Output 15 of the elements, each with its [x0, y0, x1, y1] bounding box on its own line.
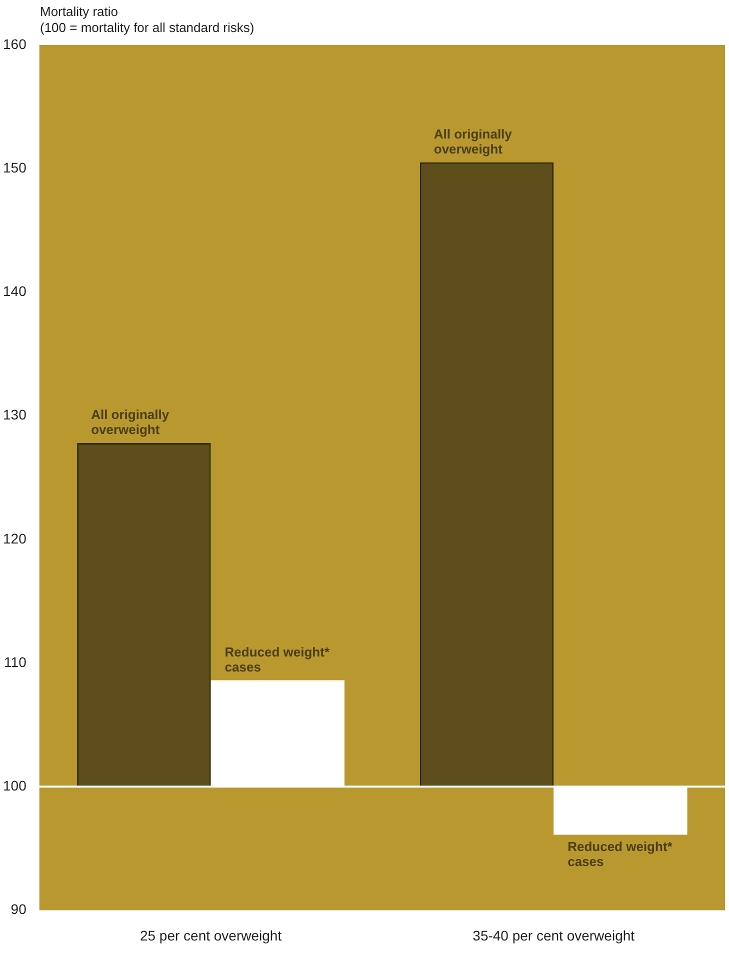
text: All originally overweight [91, 407, 170, 438]
y-tick-label: 130 [3, 406, 27, 423]
y-axis-title: Mortality ratio (100 = mortality for all standard risks) [40, 4, 254, 36]
x-tick-label: 25 per cent overweight [140, 927, 282, 944]
y-tick-label: 110 [4, 654, 27, 670]
x-tick-label: 35-40 per cent overweight [472, 927, 635, 944]
y-tick-label: 100 [3, 777, 27, 794]
series-label: All originally overweight [434, 126, 513, 156]
series-label: Reduced weight* cases [568, 838, 674, 869]
text: Reduced weight* cases [224, 644, 330, 674]
y-tick-label: 120 [3, 530, 27, 546]
y-tick-label: 150 [3, 159, 27, 176]
y-tick-label: 140 [3, 283, 27, 300]
y-tick-label: 160 [3, 36, 27, 52]
y-tick-label: 90 [10, 901, 27, 918]
